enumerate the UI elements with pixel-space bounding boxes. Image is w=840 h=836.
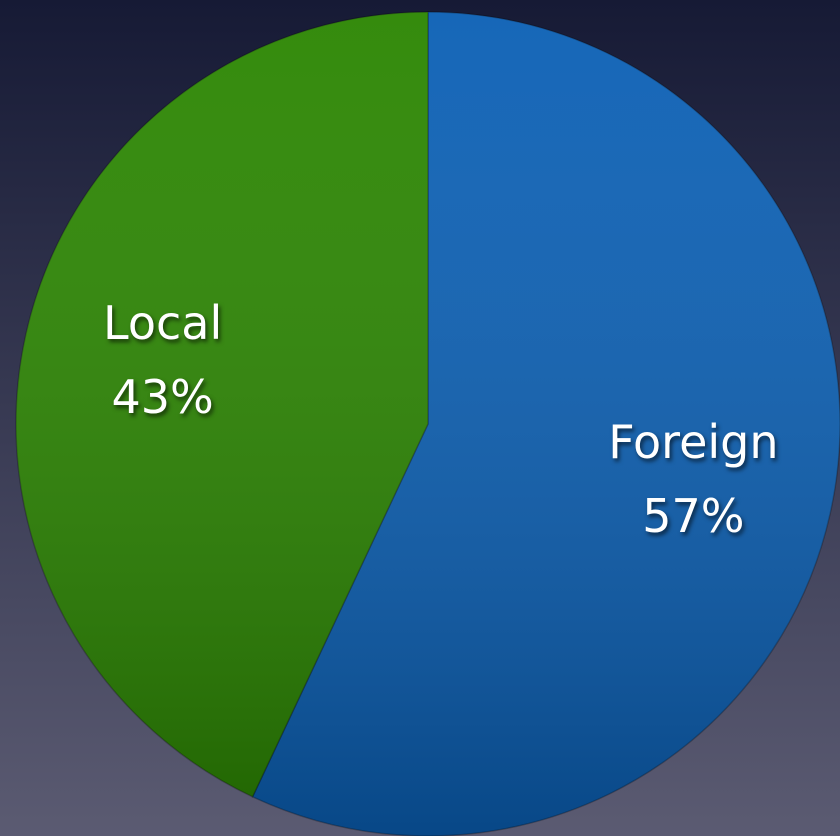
slice-value-label: 57% xyxy=(642,489,744,543)
slice-label: Foreign xyxy=(608,415,778,469)
slice-value-label: 43% xyxy=(112,370,214,424)
slice-label: Local xyxy=(103,296,222,350)
